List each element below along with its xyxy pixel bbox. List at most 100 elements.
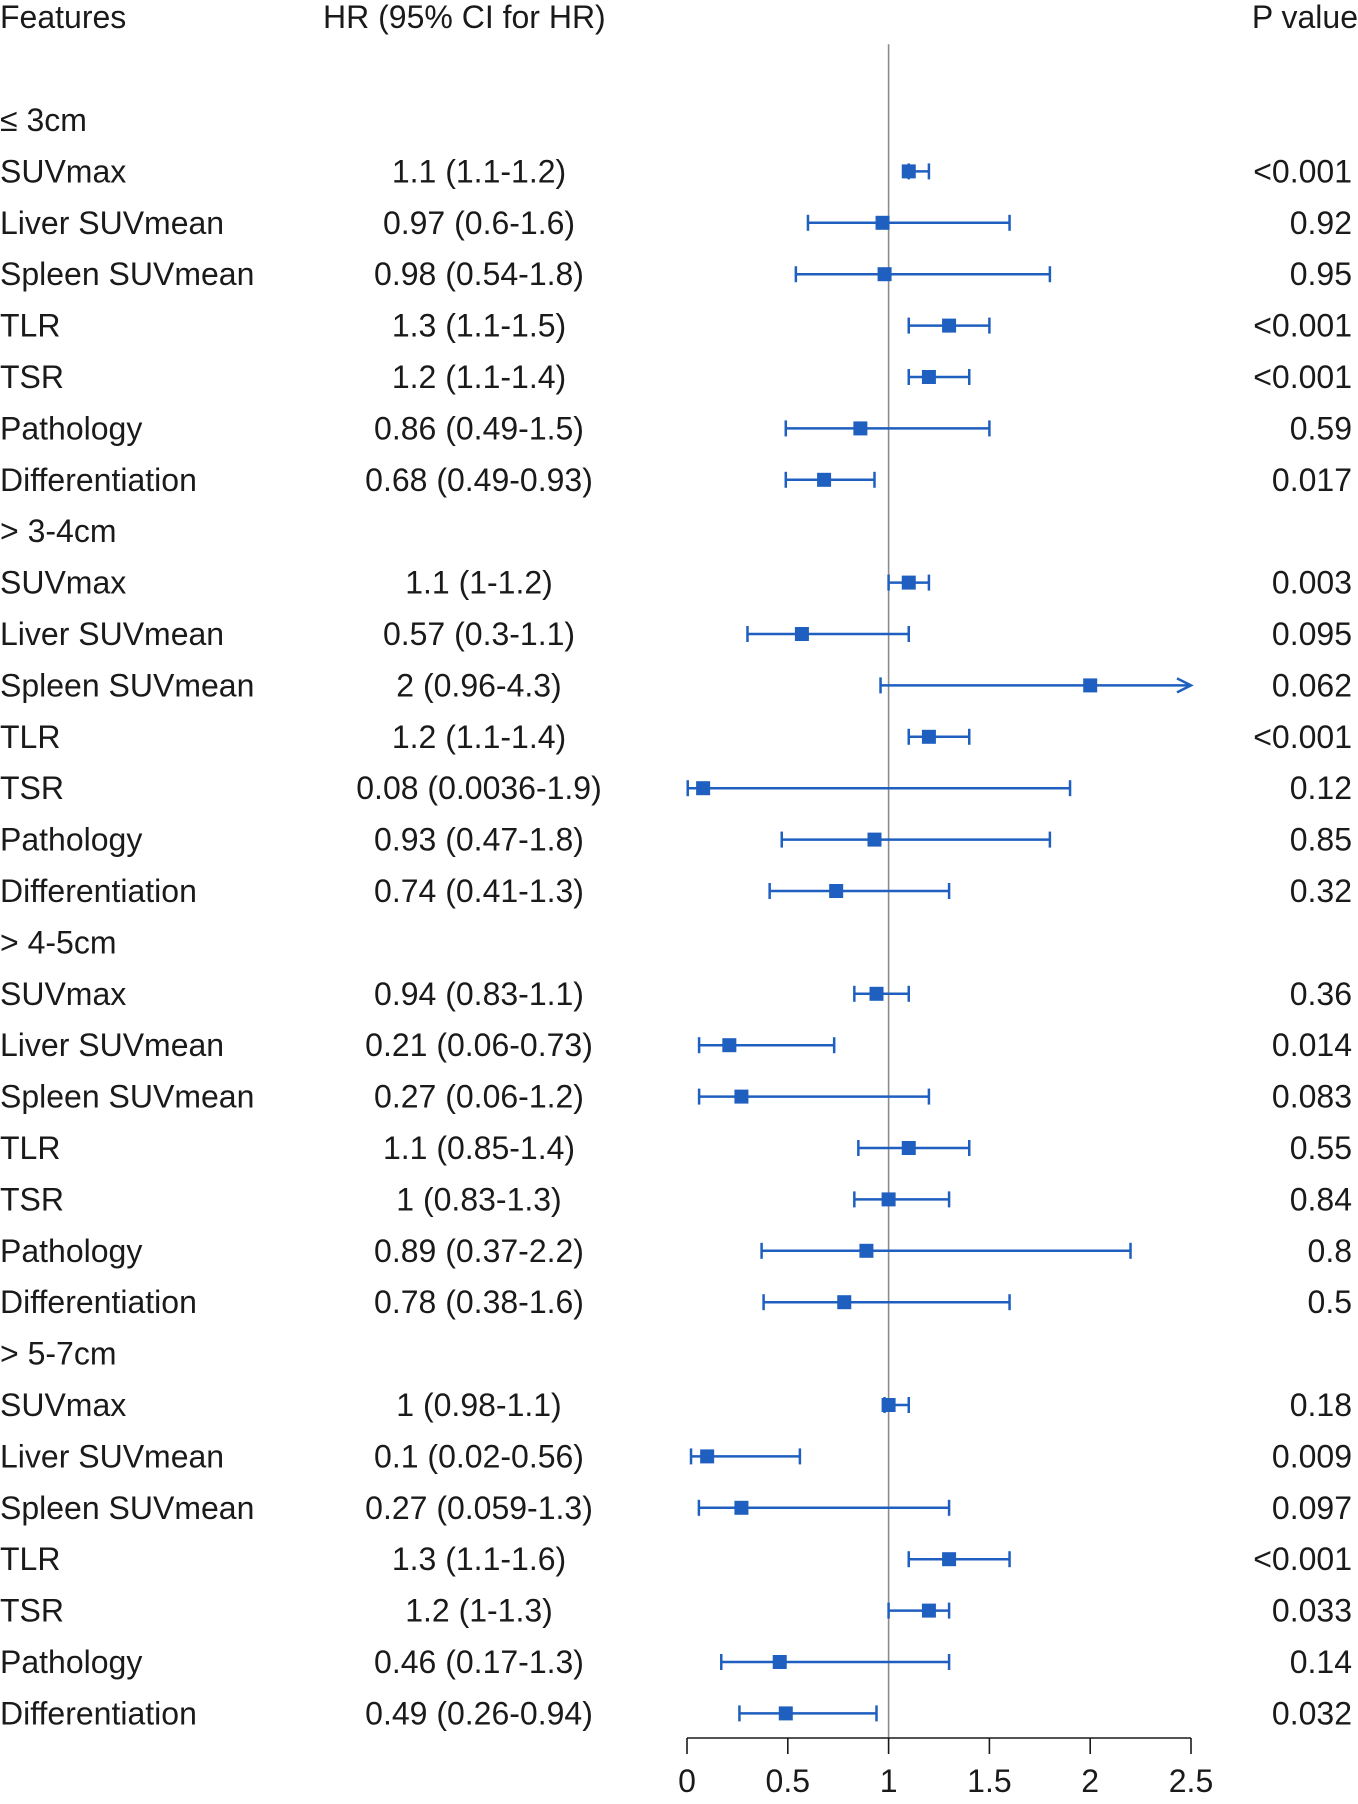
row-feature: TSR xyxy=(0,770,64,806)
row-hr-ci: 1.1 (1.1-1.2) xyxy=(392,153,566,189)
row-p-value: <0.001 xyxy=(1253,1541,1352,1577)
row-p-value: 0.36 xyxy=(1290,976,1352,1012)
header-p-value: P value xyxy=(1252,0,1358,35)
row-hr-ci: 1.3 (1.1-1.6) xyxy=(392,1541,566,1577)
hr-marker xyxy=(853,421,868,436)
row-feature: Differentiation xyxy=(0,462,197,498)
hr-marker xyxy=(867,832,882,847)
hr-marker xyxy=(837,1295,852,1310)
row-feature: Pathology xyxy=(0,822,142,858)
row-hr-ci: 0.21 (0.06-0.73) xyxy=(365,1027,593,1063)
row-feature: Liver SUVmean xyxy=(0,205,224,241)
row-hr-ci: 0.68 (0.49-0.93) xyxy=(365,462,593,498)
group-label: > 3-4cm xyxy=(0,513,116,549)
ci-arrow-upper xyxy=(1176,677,1194,694)
row-hr-ci: 0.27 (0.06-1.2) xyxy=(374,1079,584,1115)
row-hr-ci: 1.1 (1-1.2) xyxy=(405,565,553,601)
row-p-value: 0.014 xyxy=(1272,1027,1352,1063)
row-p-value: 0.59 xyxy=(1290,410,1352,446)
row-hr-ci: 0.97 (0.6-1.6) xyxy=(383,205,575,241)
row-hr-ci: 2 (0.96-4.3) xyxy=(396,667,561,703)
row-p-value: 0.095 xyxy=(1272,616,1352,652)
x-axis-tick-label: 0 xyxy=(678,1763,696,1799)
hr-marker xyxy=(942,318,957,333)
row-feature: Liver SUVmean xyxy=(0,616,224,652)
row-hr-ci: 0.98 (0.54-1.8) xyxy=(374,256,584,292)
row-hr-ci: 0.57 (0.3-1.1) xyxy=(383,616,575,652)
group-label: > 4-5cm xyxy=(0,924,116,960)
hr-marker xyxy=(817,472,832,487)
hr-marker xyxy=(859,1243,874,1258)
row-feature: SUVmax xyxy=(0,1387,126,1423)
row-p-value: 0.18 xyxy=(1290,1387,1352,1423)
x-axis-tick-label: 2.5 xyxy=(1169,1763,1213,1799)
row-feature: Differentiation xyxy=(0,873,197,909)
hr-marker xyxy=(869,986,884,1001)
hr-marker xyxy=(901,1141,916,1155)
row-p-value: 0.032 xyxy=(1272,1695,1352,1731)
row-hr-ci: 0.08 (0.0036-1.9) xyxy=(356,770,602,806)
row-feature: SUVmax xyxy=(0,153,126,189)
row-feature: TLR xyxy=(0,1130,60,1166)
row-feature: Pathology xyxy=(0,1644,142,1680)
hr-marker xyxy=(901,164,916,179)
hr-marker xyxy=(942,1552,957,1567)
row-hr-ci: 0.1 (0.02-0.56) xyxy=(374,1438,584,1474)
row-hr-ci: 1.1 (0.85-1.4) xyxy=(383,1130,575,1166)
row-p-value: 0.083 xyxy=(1272,1079,1352,1115)
hr-marker xyxy=(875,215,890,230)
row-p-value: 0.009 xyxy=(1272,1438,1352,1474)
x-axis-tick-label: 2 xyxy=(1081,1763,1099,1799)
hr-marker xyxy=(1083,678,1098,693)
hr-marker xyxy=(794,627,809,641)
row-p-value: <0.001 xyxy=(1253,359,1352,395)
row-hr-ci: 0.46 (0.17-1.3) xyxy=(374,1644,584,1680)
row-p-value: 0.55 xyxy=(1290,1130,1352,1166)
row-p-value: 0.097 xyxy=(1272,1490,1352,1526)
hr-marker xyxy=(722,1038,737,1053)
row-p-value: 0.017 xyxy=(1272,462,1352,498)
row-p-value: 0.12 xyxy=(1290,770,1352,806)
row-hr-ci: 0.94 (0.83-1.1) xyxy=(374,976,584,1012)
row-hr-ci: 0.74 (0.41-1.3) xyxy=(374,873,584,909)
row-hr-ci: 1.2 (1-1.3) xyxy=(405,1593,553,1629)
row-feature: TLR xyxy=(0,1541,60,1577)
row-hr-ci: 1.3 (1.1-1.5) xyxy=(392,308,566,344)
row-hr-ci: 1.2 (1.1-1.4) xyxy=(392,719,566,755)
row-hr-ci: 0.89 (0.37-2.2) xyxy=(374,1233,584,1269)
row-p-value: 0.5 xyxy=(1308,1284,1352,1320)
hr-marker xyxy=(921,1603,936,1618)
x-axis-tick-label: 0.5 xyxy=(766,1763,810,1799)
row-p-value: 0.033 xyxy=(1272,1593,1352,1629)
hr-marker xyxy=(696,781,711,796)
header-hr: HR (95% CI for HR) xyxy=(323,0,606,35)
row-p-value: 0.84 xyxy=(1290,1181,1352,1217)
row-feature: Differentiation xyxy=(0,1284,197,1320)
hr-marker xyxy=(901,575,916,590)
row-hr-ci: 0.78 (0.38-1.6) xyxy=(374,1284,584,1320)
row-feature: TSR xyxy=(0,1181,64,1217)
row-feature: TSR xyxy=(0,1593,64,1629)
hr-marker xyxy=(881,1192,896,1207)
hr-marker xyxy=(877,267,892,282)
hr-marker xyxy=(881,1398,896,1412)
row-p-value: <0.001 xyxy=(1253,719,1352,755)
row-p-value: 0.14 xyxy=(1290,1644,1352,1680)
row-hr-ci: 1 (0.83-1.3) xyxy=(396,1181,561,1217)
hr-marker xyxy=(778,1706,793,1721)
group-label: > 5-7cm xyxy=(0,1336,116,1372)
row-p-value: 0.85 xyxy=(1290,822,1352,858)
row-hr-ci: 0.93 (0.47-1.8) xyxy=(374,822,584,858)
group-label: ≤ 3cm xyxy=(0,102,87,138)
row-hr-ci: 1 (0.98-1.1) xyxy=(396,1387,561,1423)
row-p-value: 0.062 xyxy=(1272,667,1352,703)
row-feature: TLR xyxy=(0,308,60,344)
x-axis-tick-label: 1.5 xyxy=(967,1763,1011,1799)
header-features: Features xyxy=(0,0,126,35)
row-hr-ci: 0.49 (0.26-0.94) xyxy=(365,1695,593,1731)
row-p-value: <0.001 xyxy=(1253,308,1352,344)
hr-marker xyxy=(734,1500,749,1515)
row-feature: Liver SUVmean xyxy=(0,1027,224,1063)
row-feature: SUVmax xyxy=(0,976,126,1012)
